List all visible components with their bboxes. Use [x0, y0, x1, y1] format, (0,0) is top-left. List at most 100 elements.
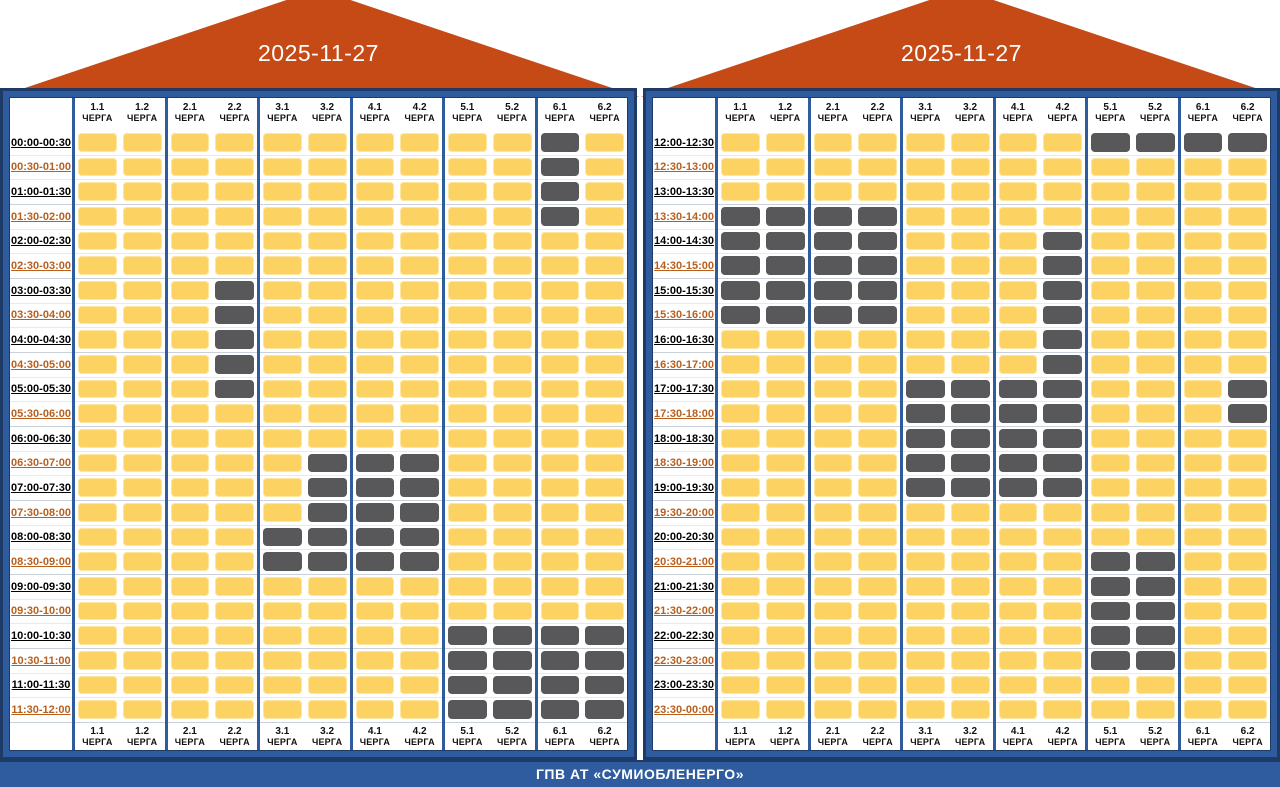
queue-number: 1.2	[778, 725, 793, 737]
power-on-slot	[906, 527, 945, 547]
schedule-cell	[1225, 402, 1270, 427]
schedule-cell	[995, 452, 1041, 477]
schedule-cell	[718, 476, 763, 501]
schedule-cell	[1132, 205, 1178, 230]
power-on-slot	[765, 354, 805, 374]
schedule-cell	[855, 205, 900, 230]
queue-word: ЧЕРГА	[404, 736, 435, 747]
time-label: 20:30-21:00	[653, 550, 715, 575]
group-divider	[72, 131, 75, 156]
queue-word: ЧЕРГА	[359, 113, 391, 123]
group-divider	[900, 574, 903, 600]
power-off-slot	[355, 478, 395, 497]
group-divider	[257, 426, 260, 452]
schedule-cell	[995, 501, 1041, 526]
group-divider	[715, 624, 718, 649]
group-divider	[992, 254, 996, 279]
power-on-slot	[170, 601, 210, 621]
time-label: 06:00-06:30	[10, 427, 72, 452]
queue-header: 6.1 ЧЕРГА	[538, 98, 583, 131]
queue-word: ЧЕРГА	[725, 736, 756, 747]
power-on-slot	[307, 182, 347, 201]
schedule-cell	[75, 476, 120, 501]
group-divider	[442, 476, 445, 501]
power-on-slot	[813, 576, 853, 596]
power-on-slot	[1135, 305, 1175, 325]
queue-header: 6.2 ЧЕРГА	[1225, 723, 1270, 750]
group-divider	[164, 648, 168, 674]
power-on-slot	[950, 576, 990, 596]
power-on-slot	[540, 256, 580, 275]
power-off-slot	[540, 133, 580, 152]
power-on-slot	[355, 256, 395, 275]
group-divider	[442, 624, 445, 649]
group-divider	[807, 204, 811, 230]
power-on-slot	[765, 182, 805, 201]
group-divider	[257, 131, 260, 156]
power-on-slot	[448, 157, 487, 177]
schedule-cell	[1225, 328, 1270, 353]
power-on-slot	[858, 133, 897, 152]
group-divider	[72, 98, 75, 131]
schedule-cell	[352, 353, 398, 378]
time-label: 21:00-21:30	[653, 575, 715, 600]
schedule-cell	[582, 674, 627, 699]
power-on-slot	[813, 700, 853, 719]
power-off-slot	[998, 404, 1038, 423]
power-on-slot	[448, 305, 487, 325]
group-divider	[534, 525, 538, 551]
schedule-cell	[582, 575, 627, 600]
schedule-cell	[855, 156, 900, 181]
group-divider	[807, 624, 811, 649]
power-on-slot	[400, 354, 439, 374]
power-on-slot	[215, 527, 254, 547]
power-on-slot	[355, 379, 395, 399]
schedule-cell	[445, 452, 490, 477]
schedule-cell	[903, 304, 948, 329]
group-divider	[900, 328, 903, 353]
power-on-slot	[813, 428, 853, 448]
schedule-cell	[167, 427, 213, 452]
power-on-slot	[721, 675, 760, 695]
schedule-cell	[1088, 131, 1133, 156]
group-divider	[807, 476, 811, 501]
schedule-cell	[1225, 476, 1270, 501]
power-on-slot	[492, 527, 532, 547]
power-on-slot	[1228, 626, 1267, 645]
group-divider	[442, 574, 445, 600]
schedule-cell	[1132, 452, 1178, 477]
power-on-slot	[400, 576, 439, 596]
power-on-slot	[585, 552, 624, 571]
power-off-slot	[215, 330, 254, 349]
power-on-slot	[540, 305, 580, 325]
group-divider	[534, 698, 538, 723]
queue-header: 1.2 ЧЕРГА	[120, 98, 165, 131]
queue-header: 3.1 ЧЕРГА	[903, 98, 948, 131]
schedule-cell	[582, 427, 627, 452]
group-divider	[715, 574, 718, 600]
power-on-slot	[1043, 576, 1082, 596]
power-on-slot	[307, 231, 347, 251]
queue-number: 1.1	[733, 725, 748, 737]
schedule-cell	[75, 131, 120, 156]
schedule-cell	[1225, 575, 1270, 600]
queue-header: 3.2 ЧЕРГА	[948, 98, 993, 131]
schedule-cell	[489, 205, 535, 230]
power-on-slot	[1043, 182, 1082, 201]
power-on-slot	[1183, 601, 1223, 621]
queue-word: ЧЕРГА	[1232, 113, 1263, 123]
power-on-slot	[492, 157, 532, 177]
schedule-cell	[762, 600, 808, 625]
schedule-cell	[489, 698, 535, 723]
schedule-cell	[75, 279, 120, 304]
schedule-cell	[1225, 550, 1270, 575]
schedule-cell	[260, 452, 305, 477]
schedule-cell	[855, 328, 900, 353]
queue-number: 4.1	[367, 102, 382, 113]
schedule-cell	[489, 674, 535, 699]
schedule-cell	[260, 575, 305, 600]
group-divider	[72, 698, 75, 723]
schedule-cell	[1088, 674, 1133, 699]
power-off-slot	[307, 453, 347, 473]
schedule-cell	[352, 254, 398, 279]
